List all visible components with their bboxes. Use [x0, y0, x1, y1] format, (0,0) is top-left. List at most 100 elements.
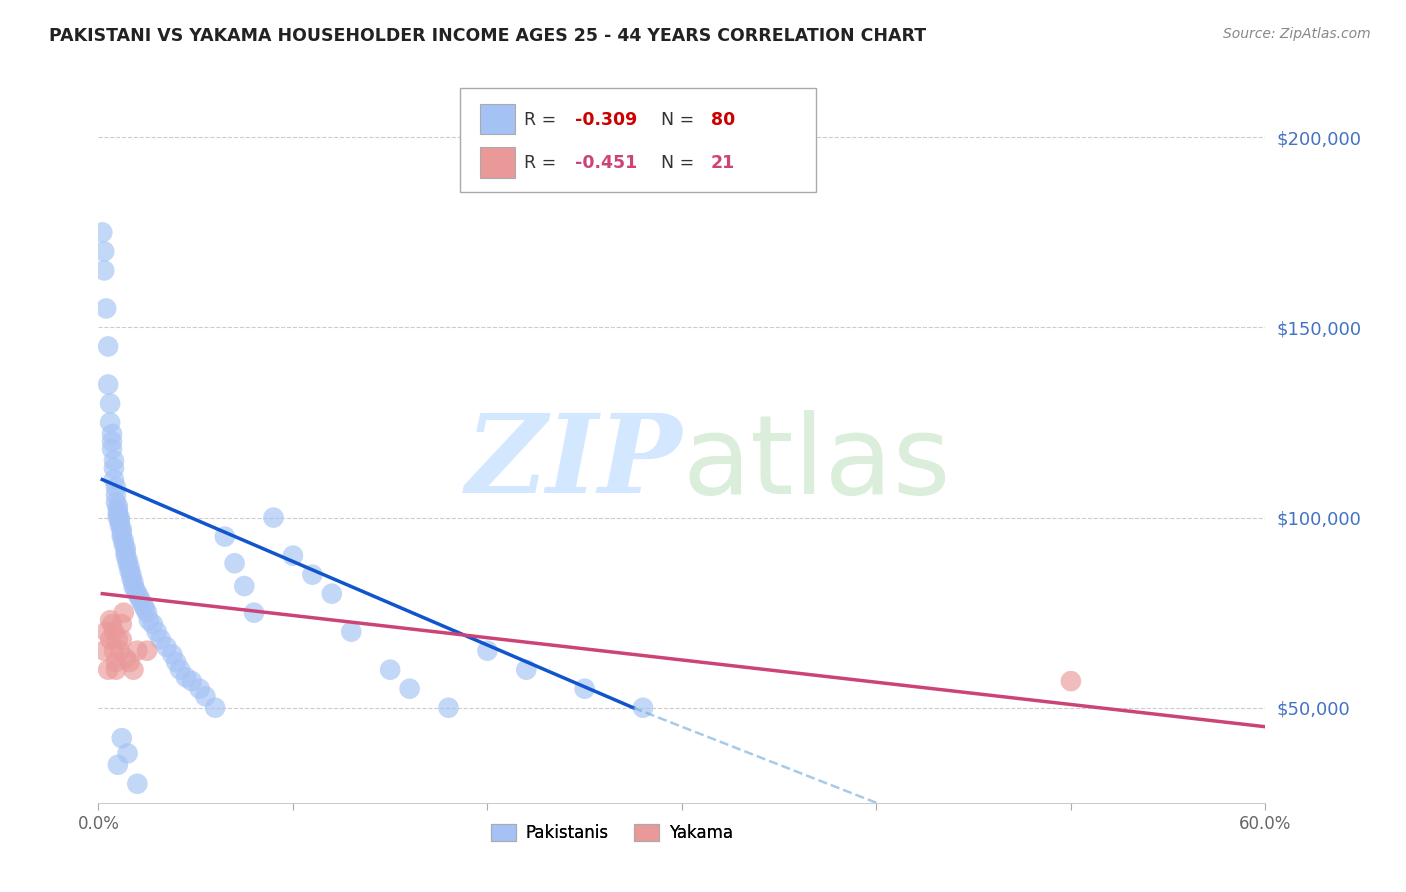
- Point: [124, 582, 146, 597]
- Point: [380, 663, 402, 677]
- Point: [107, 507, 129, 521]
- Point: [117, 552, 139, 566]
- Point: [134, 602, 156, 616]
- Point: [103, 453, 125, 467]
- Point: [103, 624, 125, 639]
- Point: [118, 655, 141, 669]
- Point: [93, 263, 115, 277]
- Text: atlas: atlas: [682, 409, 950, 516]
- Point: [96, 624, 118, 639]
- Point: [321, 587, 343, 601]
- Point: [121, 567, 143, 582]
- Point: [111, 617, 134, 632]
- Point: [112, 606, 135, 620]
- Point: [111, 632, 134, 647]
- Point: [104, 488, 127, 502]
- Point: [174, 670, 197, 684]
- Point: [155, 640, 177, 654]
- Point: [118, 564, 141, 578]
- Point: [233, 579, 256, 593]
- Point: [301, 567, 323, 582]
- Point: [104, 480, 127, 494]
- Text: ZIP: ZIP: [465, 409, 682, 517]
- Point: [149, 632, 172, 647]
- Point: [127, 587, 149, 601]
- Text: -0.309: -0.309: [575, 111, 637, 129]
- Point: [631, 700, 654, 714]
- Point: [98, 416, 121, 430]
- Point: [114, 545, 136, 559]
- Point: [1060, 674, 1083, 689]
- Bar: [479, 147, 515, 178]
- Point: [243, 606, 266, 620]
- Point: [111, 530, 134, 544]
- Point: [101, 617, 124, 632]
- Text: N =: N =: [661, 111, 700, 129]
- Point: [107, 499, 129, 513]
- Point: [93, 244, 115, 259]
- Point: [112, 533, 135, 548]
- Point: [136, 643, 159, 657]
- Point: [138, 613, 160, 627]
- Point: [122, 579, 145, 593]
- Point: [93, 643, 115, 657]
- Point: [117, 747, 139, 761]
- FancyBboxPatch shape: [460, 87, 815, 193]
- Point: [117, 556, 139, 570]
- Point: [188, 681, 211, 696]
- Point: [103, 643, 125, 657]
- Text: R =: R =: [524, 111, 562, 129]
- Point: [224, 556, 246, 570]
- Point: [340, 624, 363, 639]
- Point: [146, 624, 169, 639]
- Point: [107, 510, 129, 524]
- Point: [204, 700, 226, 714]
- Point: [103, 473, 125, 487]
- Point: [136, 606, 159, 620]
- Point: [165, 655, 187, 669]
- Text: R =: R =: [524, 154, 562, 172]
- Point: [101, 434, 124, 449]
- Point: [108, 518, 131, 533]
- Point: [104, 655, 127, 669]
- Point: [398, 681, 420, 696]
- Point: [98, 396, 121, 410]
- Point: [121, 571, 143, 585]
- Point: [194, 690, 217, 704]
- Point: [98, 613, 121, 627]
- Point: [97, 377, 120, 392]
- Point: [127, 643, 149, 657]
- Text: Source: ZipAtlas.com: Source: ZipAtlas.com: [1223, 27, 1371, 41]
- Point: [127, 777, 149, 791]
- Point: [477, 643, 499, 657]
- Point: [122, 575, 145, 590]
- Text: N =: N =: [661, 154, 700, 172]
- Point: [114, 549, 136, 563]
- Text: 21: 21: [711, 154, 735, 172]
- Point: [129, 594, 152, 608]
- Text: PAKISTANI VS YAKAMA HOUSEHOLDER INCOME AGES 25 - 44 YEARS CORRELATION CHART: PAKISTANI VS YAKAMA HOUSEHOLDER INCOME A…: [49, 27, 927, 45]
- Point: [574, 681, 596, 696]
- Text: -0.451: -0.451: [575, 154, 637, 172]
- Point: [104, 495, 127, 509]
- Point: [107, 632, 129, 647]
- Point: [107, 757, 129, 772]
- Point: [132, 598, 155, 612]
- Point: [118, 560, 141, 574]
- Point: [128, 591, 150, 605]
- Point: [281, 549, 304, 563]
- Point: [108, 515, 131, 529]
- Point: [169, 663, 191, 677]
- Point: [98, 632, 121, 647]
- Point: [108, 643, 131, 657]
- Point: [162, 648, 184, 662]
- Point: [101, 442, 124, 457]
- Point: [107, 503, 129, 517]
- Point: [142, 617, 165, 632]
- Point: [111, 522, 134, 536]
- Point: [97, 339, 120, 353]
- Point: [104, 663, 127, 677]
- Point: [515, 663, 537, 677]
- Legend: Pakistanis, Yakama: Pakistanis, Yakama: [484, 817, 740, 848]
- Point: [96, 301, 118, 316]
